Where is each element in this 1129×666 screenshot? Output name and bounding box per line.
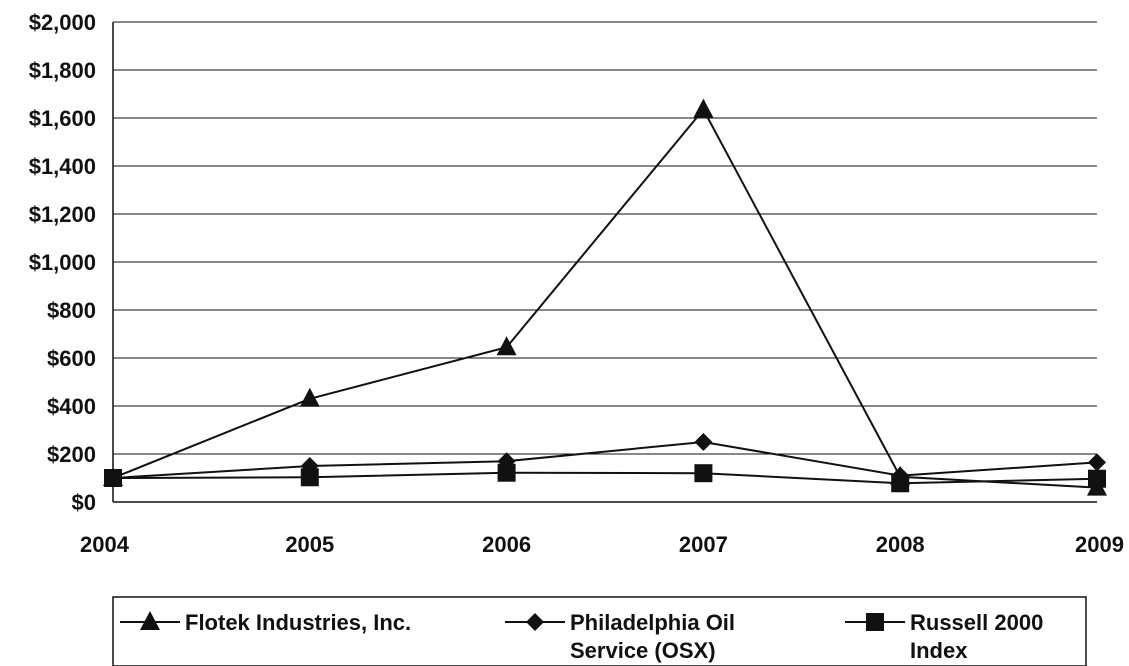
x-tick-label: 2008: [876, 532, 925, 557]
y-tick-label: $800: [47, 298, 96, 323]
data-point-triangle: [693, 98, 714, 118]
y-tick-label: $200: [47, 442, 96, 467]
legend-label: Flotek Industries, Inc.: [185, 610, 411, 635]
y-tick-label: $1,000: [29, 250, 96, 275]
legend: Flotek Industries, Inc. Philadelphia Oil S…: [112, 596, 1087, 666]
data-point-square: [104, 469, 122, 487]
series-group: [103, 98, 1107, 496]
data-point-triangle: [299, 387, 320, 407]
y-tick-label: $1,600: [29, 106, 96, 131]
data-point-triangle: [496, 336, 517, 356]
series-triangle: [103, 98, 1107, 496]
y-tick-label: $0: [72, 490, 96, 515]
data-point-square: [300, 468, 319, 487]
data-point-square: [891, 474, 910, 493]
data-point-square: [497, 463, 516, 482]
legend-square-icon: [866, 613, 884, 631]
x-tick-label: 2009: [1075, 532, 1124, 557]
legend-item: Philadelphia Oil Service (OSX): [505, 610, 735, 663]
legend-triangle-icon: [140, 611, 160, 630]
y-tick-label: $1,800: [29, 58, 96, 83]
x-tick-label: 2007: [679, 532, 728, 557]
data-point-square: [1088, 469, 1106, 488]
x-tick-label: 2006: [482, 532, 531, 557]
data-point-diamond: [694, 433, 713, 451]
data-point-square: [694, 464, 713, 483]
y-tick-label: $600: [47, 346, 96, 371]
data-point-diamond: [1088, 453, 1106, 472]
x-tick-label: 2004: [80, 532, 130, 557]
grid-lines: [113, 21, 1097, 455]
legend-diamond-icon: [526, 613, 544, 631]
y-tick-label: $1,400: [29, 154, 96, 179]
x-axis-ticks: 2004 2005 2006 2007 2008 2009: [80, 532, 1124, 557]
series-square: [104, 463, 1106, 493]
series-line: [112, 440, 1098, 479]
x-tick-label: 2005: [285, 532, 334, 557]
y-axis-ticks: $0 $200 $400 $600 $800 $1,000 $1,200 $1,400 $1,6…: [29, 10, 96, 515]
y-tick-label: $2,000: [29, 10, 96, 35]
legend-label: Russell 2000 Index: [910, 610, 1043, 663]
legend-item: Russell 2000 Index: [845, 610, 1043, 663]
series-line: [112, 107, 1098, 489]
y-tick-label: $400: [47, 394, 96, 419]
legend-label: Philadelphia Oil Service (OSX): [570, 610, 735, 663]
legend-item: Flotek Industries, Inc.: [120, 610, 411, 635]
y-tick-label: $1,200: [29, 202, 96, 227]
legend-box: [112, 596, 1087, 666]
series-line: [112, 471, 1098, 485]
